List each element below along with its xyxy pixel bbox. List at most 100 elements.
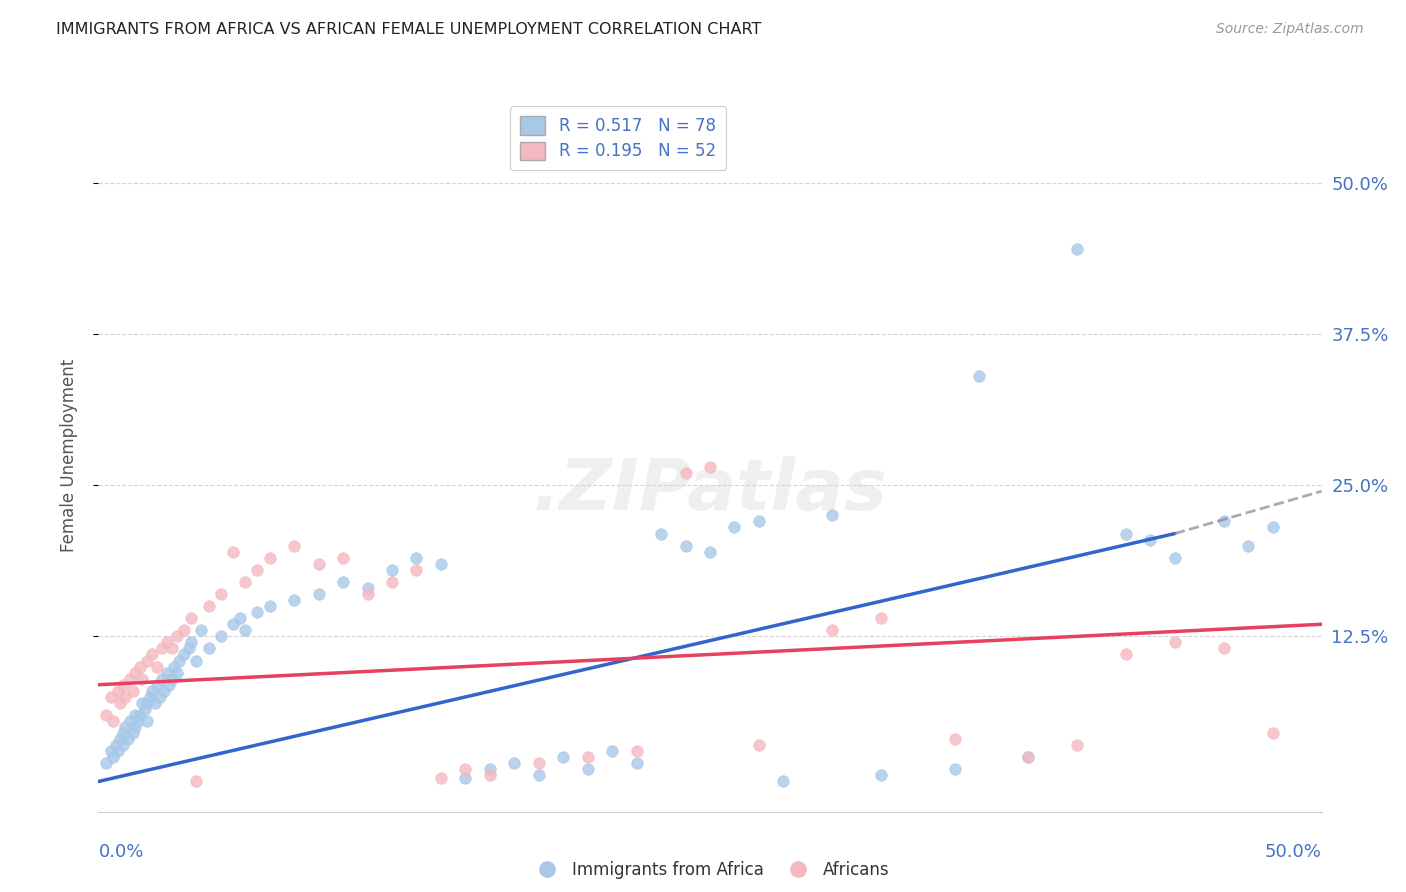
Point bbox=[356, 587, 378, 601]
Point bbox=[699, 460, 721, 475]
Point bbox=[141, 648, 163, 662]
Point bbox=[166, 665, 188, 680]
Point bbox=[943, 763, 966, 777]
Point bbox=[121, 683, 143, 698]
Point bbox=[167, 654, 190, 668]
Point bbox=[576, 763, 599, 777]
Point bbox=[650, 526, 672, 541]
Point bbox=[134, 702, 156, 716]
Point bbox=[110, 732, 132, 747]
Point bbox=[209, 587, 232, 601]
Point bbox=[1164, 550, 1187, 565]
Point bbox=[197, 599, 219, 613]
Point bbox=[124, 665, 146, 680]
Point bbox=[870, 611, 893, 625]
Text: 0.0%: 0.0% bbox=[98, 843, 143, 861]
Point bbox=[222, 544, 245, 558]
Point bbox=[111, 738, 134, 752]
Point bbox=[283, 593, 305, 607]
Point bbox=[527, 756, 550, 771]
Point bbox=[177, 641, 200, 656]
Point bbox=[101, 714, 124, 728]
Point bbox=[478, 768, 501, 782]
Point bbox=[150, 672, 173, 686]
Point bbox=[209, 629, 232, 643]
Point bbox=[197, 641, 219, 656]
Text: 50.0%: 50.0% bbox=[1265, 843, 1322, 861]
Point bbox=[626, 756, 648, 771]
Point bbox=[821, 624, 844, 638]
Point bbox=[1017, 750, 1039, 764]
Point bbox=[150, 641, 173, 656]
Point bbox=[1164, 635, 1187, 649]
Point bbox=[127, 714, 149, 728]
Point bbox=[1115, 526, 1137, 541]
Point bbox=[478, 763, 501, 777]
Point bbox=[821, 508, 844, 523]
Point bbox=[160, 672, 183, 686]
Point bbox=[163, 659, 186, 673]
Point bbox=[943, 732, 966, 747]
Point bbox=[308, 587, 330, 601]
Point bbox=[180, 635, 202, 649]
Point bbox=[1066, 738, 1088, 752]
Point bbox=[1237, 539, 1260, 553]
Point bbox=[143, 696, 166, 710]
Point bbox=[94, 708, 117, 723]
Point bbox=[332, 574, 354, 589]
Point bbox=[156, 635, 179, 649]
Point bbox=[141, 683, 163, 698]
Point bbox=[967, 369, 990, 384]
Point bbox=[1261, 726, 1284, 740]
Point bbox=[233, 624, 256, 638]
Point bbox=[675, 539, 697, 553]
Point bbox=[120, 672, 142, 686]
Point bbox=[1017, 750, 1039, 764]
Point bbox=[149, 690, 172, 704]
Point bbox=[131, 696, 153, 710]
Point bbox=[124, 720, 146, 734]
Point bbox=[772, 774, 794, 789]
Point bbox=[233, 574, 256, 589]
Point bbox=[283, 539, 305, 553]
Point bbox=[626, 744, 648, 758]
Point bbox=[114, 720, 136, 734]
Legend: Immigrants from Africa, Africans: Immigrants from Africa, Africans bbox=[524, 855, 896, 886]
Point bbox=[186, 654, 208, 668]
Point bbox=[699, 544, 721, 558]
Point bbox=[356, 581, 378, 595]
Point bbox=[870, 768, 893, 782]
Point bbox=[222, 617, 245, 632]
Point bbox=[748, 738, 770, 752]
Point bbox=[129, 708, 152, 723]
Point bbox=[180, 611, 202, 625]
Point bbox=[1115, 648, 1137, 662]
Point bbox=[381, 574, 404, 589]
Point bbox=[107, 744, 129, 758]
Text: .ZIPatlas: .ZIPatlas bbox=[533, 456, 887, 525]
Point bbox=[259, 599, 281, 613]
Point bbox=[110, 696, 132, 710]
Point bbox=[156, 665, 179, 680]
Point bbox=[114, 690, 136, 704]
Point bbox=[129, 659, 152, 673]
Point bbox=[146, 659, 169, 673]
Point bbox=[503, 756, 526, 771]
Point bbox=[1066, 242, 1088, 256]
Point bbox=[160, 641, 183, 656]
Point bbox=[246, 563, 269, 577]
Point bbox=[104, 738, 127, 752]
Point bbox=[600, 744, 623, 758]
Point bbox=[100, 744, 122, 758]
Point bbox=[381, 563, 404, 577]
Point bbox=[332, 550, 354, 565]
Point bbox=[576, 750, 599, 764]
Point bbox=[246, 605, 269, 619]
Point bbox=[136, 654, 159, 668]
Point bbox=[157, 678, 180, 692]
Point bbox=[1212, 515, 1234, 529]
Point bbox=[121, 726, 143, 740]
Text: Source: ZipAtlas.com: Source: ZipAtlas.com bbox=[1216, 22, 1364, 37]
Point bbox=[405, 550, 427, 565]
Point bbox=[723, 520, 745, 534]
